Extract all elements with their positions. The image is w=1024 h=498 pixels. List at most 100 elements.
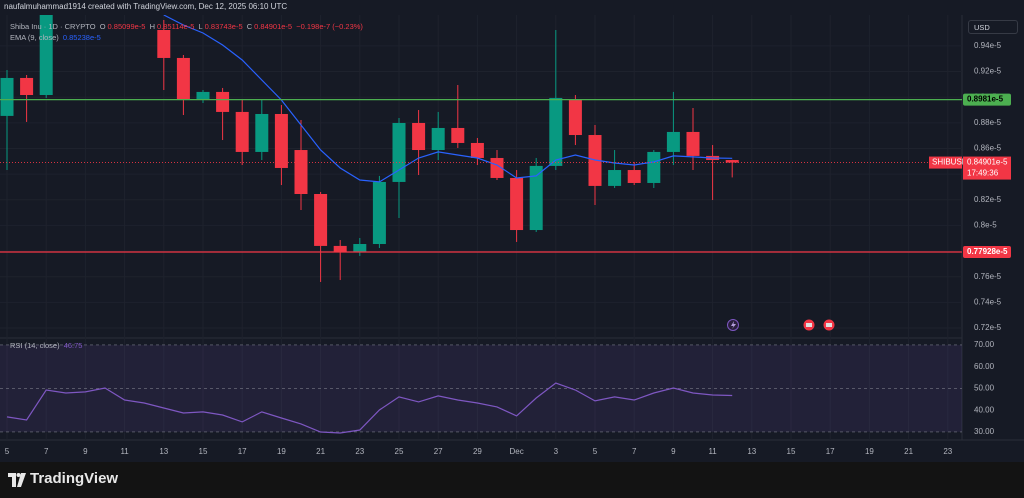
rsi-value: 46.75 [63,341,83,350]
candle-body [20,77,34,96]
x-tick-label: 7 [44,447,49,456]
ema-line [163,15,733,183]
ema-value: 0.85238e-5 [62,33,101,42]
x-tick-label: 19 [865,447,874,456]
candle-body [451,127,465,143]
candle-body [529,165,543,231]
ohlc-label: C [246,22,253,31]
currency-button[interactable]: USD [968,20,1018,34]
symbol-box [929,156,962,169]
ohlc-label: O [99,22,106,31]
candle-body [666,131,680,152]
candle-body [274,113,288,168]
candle-body [549,97,563,166]
axes: 0.72e-50.74e-50.76e-50.78e-50.8e-50.82e-… [5,41,1011,456]
ema-name: EMA (9, close) [10,33,59,42]
candle-body [216,91,230,112]
ohlc-value: 0.85099e-5 [107,22,146,31]
change: −0.198e-7 (−0.23%) [296,22,363,31]
rsi-pane [0,344,962,434]
candle-body [568,100,582,136]
y-tick-label: 0.88e-5 [974,118,1002,127]
candle-body [333,245,347,252]
x-tick-label: 9 [671,447,676,456]
candle-body [0,77,14,116]
symbol-label: SHIBUSD [932,158,968,167]
x-tick-label: 13 [159,447,168,456]
candle-body [294,150,308,195]
x-tick-label: 13 [747,447,756,456]
candle-body [157,30,171,58]
candle-body [255,113,269,152]
x-tick-label: 15 [787,447,796,456]
x-tick-label: 25 [395,447,404,456]
x-tick-label: 11 [120,447,129,456]
ohlc-value: 0.84901e-5 [254,22,293,31]
rsi-name: RSI (14, close) [10,341,60,350]
y-tick-label: 60.00 [974,362,995,371]
y-tick-label: 0.74e-5 [974,297,1002,306]
y-tick-label: 0.8e-5 [974,221,997,230]
ohlc-label: L [198,22,203,31]
attribution: naufalmuhammad1914 created with TradingV… [4,2,288,11]
rsi-line [6,382,733,434]
last-price-box [963,156,1011,180]
x-tick-label: 23 [943,447,952,456]
candle-body [627,170,641,183]
ema-legend: EMA (9, close) 0.85238e-5 [10,33,103,42]
price-label-box [963,245,1011,258]
x-tick-label: 17 [826,447,835,456]
chart: 0.72e-50.74e-50.76e-50.78e-50.8e-50.82e-… [0,0,1024,462]
y-tick-label: 0.82e-5 [974,195,1002,204]
x-tick-label: Dec [509,447,523,456]
x-tick-label: 5 [593,447,598,456]
candle-body [176,57,190,101]
candle-body [510,177,524,231]
candle-body [431,127,445,151]
symbol-title: Shiba Inu · 1D · CRYPTO [10,22,96,31]
price-label: 0.77928e-5 [967,247,1008,256]
candle-body [392,122,406,182]
x-tick-label: 11 [708,447,717,456]
y-tick-label: 50.00 [974,384,995,393]
x-tick-label: 15 [199,447,208,456]
event-icon-glyph [731,321,736,329]
y-tick-label: 0.76e-5 [974,272,1002,281]
candle-body [196,91,210,101]
flag-glyph [806,323,812,327]
y-tick-label: 0.92e-5 [974,67,1002,76]
x-tick-label: 3 [554,447,559,456]
candle-body [353,244,367,252]
candle-body [412,122,426,151]
logo-text: TradingView [30,470,119,487]
candle-body [647,151,661,183]
x-tick-label: 23 [355,447,364,456]
y-tick-label: 0.94e-5 [974,41,1002,50]
event-icons [727,319,835,331]
y-tick-label: 40.00 [974,405,995,414]
y-tick-label: 0.72e-5 [974,323,1002,332]
candle-body [490,157,504,178]
price-label-box [963,93,1011,106]
candle-body [470,142,484,158]
ohlc-value: 0.83743e-5 [204,22,243,31]
x-tick-label: 5 [5,447,10,456]
footer: TradingView [0,462,1024,498]
logo-mark [8,473,26,487]
y-tick-label: 70.00 [974,340,995,349]
x-tick-label: 21 [316,447,325,456]
y-tick-label: 30.00 [974,427,995,436]
x-tick-label: 19 [277,447,286,456]
candle-body [314,194,328,246]
symbol-legend: Shiba Inu · 1D · CRYPTO O 0.85099e-5 H 0.8… [10,22,365,31]
ohlc-value: 0.85114e-5 [157,22,195,31]
x-tick-label: 7 [632,447,637,456]
x-tick-label: 17 [238,447,247,456]
x-tick-label: 9 [83,447,88,456]
x-tick-label: 27 [434,447,443,456]
flag-glyph [826,323,832,327]
candle-body [372,181,386,245]
background [0,0,1024,462]
candle-body [608,170,622,186]
